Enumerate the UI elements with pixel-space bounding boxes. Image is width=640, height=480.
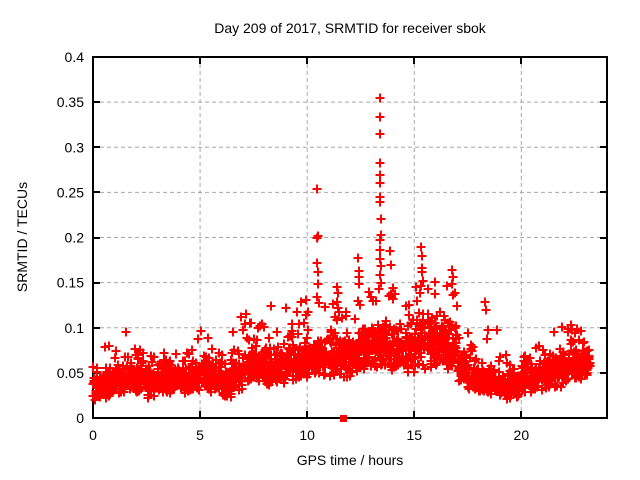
y-tick-label: 0.25 (57, 184, 84, 200)
y-tick-label: 0.35 (57, 94, 84, 110)
x-axis-label: GPS time / hours (296, 452, 404, 468)
x-tick-label: 20 (514, 427, 530, 443)
x-tick-label: 5 (196, 427, 204, 443)
y-tick-label: 0.4 (65, 49, 85, 65)
y-tick-label: 0.15 (57, 275, 84, 291)
y-tick-label: 0.2 (65, 230, 85, 246)
y-tick-label: 0.3 (65, 139, 85, 155)
tick-marks (92, 56, 607, 419)
x-tick-label: 15 (406, 427, 422, 443)
y-tick-label: 0.1 (65, 320, 85, 336)
y-tick-label: 0 (76, 410, 84, 426)
x-tick-label: 0 (89, 427, 97, 443)
tick-labels: 0 5 10 15 20 0 0.05 0.1 0.15 0.2 0.25 0.3 0.35 0.4 (57, 49, 530, 443)
scatter-points (88, 93, 595, 405)
y-tick-label: 0.05 (57, 365, 84, 381)
chart-title: Day 209 of 2017, SRMTID for receiver sbo… (214, 20, 486, 36)
filled-square-point (340, 415, 347, 422)
x-tick-label: 10 (299, 427, 315, 443)
